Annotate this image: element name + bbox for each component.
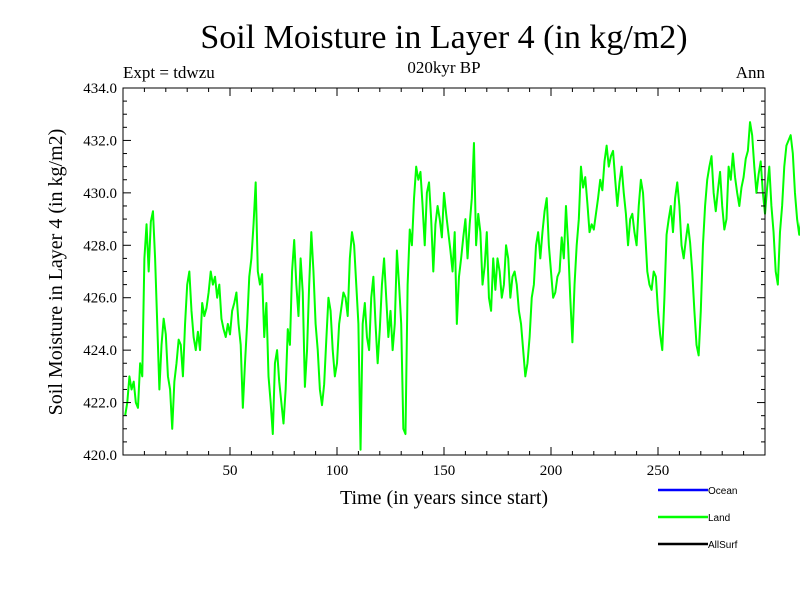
plot-frame bbox=[122, 87, 766, 456]
legend-item-ocean: Ocean bbox=[658, 486, 737, 497]
x-tick-label: 150 bbox=[433, 463, 456, 479]
plot-area: 50 100 150 200 250420.0422.0424.0426.0428.04… bbox=[83, 81, 800, 479]
legend-label: Land bbox=[708, 513, 730, 524]
y-tick-label: 430.0 bbox=[83, 186, 117, 202]
y-tick-label: 426.0 bbox=[83, 291, 117, 307]
x-tick-label: 100 bbox=[326, 463, 349, 479]
y-tick-label: 424.0 bbox=[83, 343, 117, 359]
y-axis: 420.0 422.0 424.0 426.0 428.0 430.0 432.0 434.0 bbox=[83, 81, 765, 464]
x-tick-label: 250 bbox=[647, 463, 670, 479]
legend-label: AllSurf bbox=[708, 540, 738, 551]
y-tick-label: 420.0 bbox=[83, 448, 117, 464]
y-tick-label: 432.0 bbox=[83, 133, 117, 149]
x-tick-label: 200 bbox=[540, 463, 563, 479]
x-axis-label: Time (in years since start) bbox=[340, 487, 548, 509]
legend-item-land: Land bbox=[658, 513, 730, 524]
experiment-label: Expt = tdwzu bbox=[123, 63, 215, 82]
season-label: Ann bbox=[736, 63, 766, 82]
y-tick-label: 428.0 bbox=[83, 238, 117, 254]
x-axis: 50 100 150 200 250 bbox=[143, 88, 745, 479]
y-tick-label: 434.0 bbox=[83, 81, 117, 97]
legend: Ocean Land AllSurf bbox=[658, 486, 738, 551]
legend-item-allsurf: AllSurf bbox=[658, 540, 738, 551]
legend-label: Ocean bbox=[708, 486, 737, 497]
y-axis-label: Soil Moisture in Layer 4 (in kg/m2) bbox=[45, 129, 67, 416]
series-line-land bbox=[124, 121, 800, 451]
chart-subtitle: 020kyr BP bbox=[407, 58, 480, 77]
y-tick-label: 422.0 bbox=[83, 396, 117, 412]
x-tick-label: 50 bbox=[223, 463, 238, 479]
chart-title: Soil Moisture in Layer 4 (in kg/m2) bbox=[200, 19, 687, 56]
